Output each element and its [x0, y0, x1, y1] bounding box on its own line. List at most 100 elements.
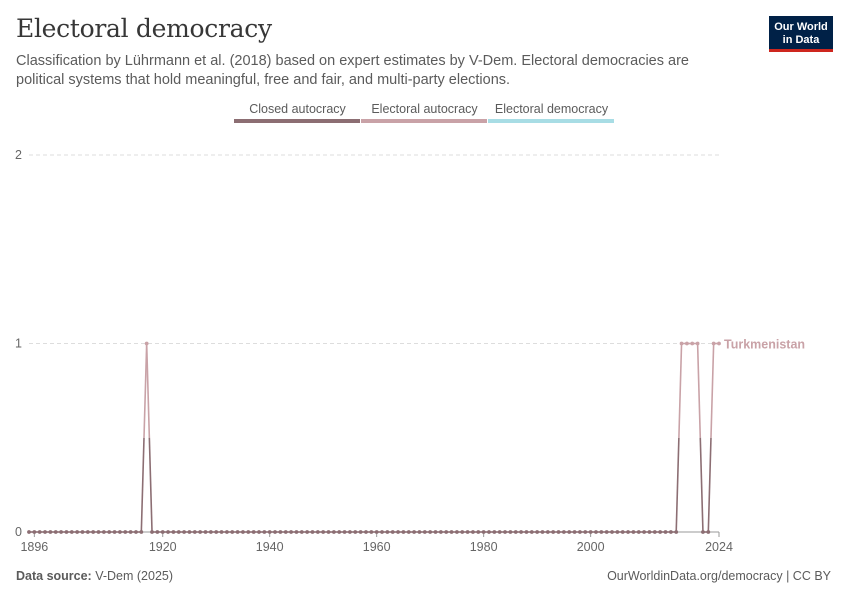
data-point — [342, 530, 347, 534]
owid-logo[interactable]: Our World in Data — [769, 16, 833, 52]
data-point — [299, 530, 304, 534]
data-point — [251, 530, 256, 534]
series-segment — [675, 437, 680, 533]
data-point — [668, 530, 673, 534]
data-point — [711, 341, 716, 346]
data-point — [374, 530, 379, 534]
series-segment — [143, 343, 148, 438]
data-point — [663, 530, 668, 534]
data-point — [257, 530, 261, 534]
data-point — [166, 530, 170, 534]
x-tick-label: 1940 — [256, 540, 284, 554]
data-point — [604, 530, 609, 534]
series-segment — [140, 437, 145, 533]
data-point — [241, 530, 245, 534]
data-point — [535, 530, 540, 534]
axis: 0 1 2 1896 1920 1940 1960 1980 2000 2024 — [15, 148, 733, 554]
data-point — [144, 341, 149, 346]
data-point — [438, 530, 443, 534]
legend-item-closed-autocracy[interactable]: Closed autocracy — [234, 101, 361, 123]
x-tick-label: 2000 — [577, 540, 605, 554]
data-point — [540, 530, 545, 534]
data-point — [497, 530, 502, 534]
y-tick-label: 2 — [15, 148, 22, 162]
data-point — [631, 530, 636, 534]
data-point — [315, 530, 320, 534]
data-point — [561, 530, 566, 534]
legend-label: Electoral democracy — [494, 102, 609, 116]
data-point — [460, 530, 465, 534]
data-point — [369, 530, 374, 534]
data-point — [380, 530, 384, 534]
footer-link[interactable]: OurWorldinData.org/democracy | CC BY — [607, 569, 831, 583]
data-point — [305, 530, 310, 534]
data-point — [685, 341, 689, 346]
data-point — [620, 530, 625, 534]
data-point — [273, 530, 277, 534]
data-point — [43, 530, 47, 534]
data-point — [107, 530, 112, 534]
data-point — [128, 530, 133, 534]
series-label[interactable]: Turkmenistan — [724, 338, 805, 352]
data-point — [476, 530, 481, 534]
data-point — [69, 530, 74, 534]
data-point — [348, 530, 352, 534]
series-segment — [699, 437, 704, 533]
legend-item-electoral-autocracy[interactable]: Electoral autocracy — [361, 101, 488, 123]
data-point — [588, 530, 593, 534]
data-point — [701, 530, 705, 534]
data-point — [160, 530, 165, 534]
data-point — [519, 530, 523, 534]
data-point — [262, 530, 267, 534]
data-point — [112, 530, 117, 534]
legend-item-electoral-democracy[interactable]: Electoral democracy — [488, 101, 615, 123]
data-point — [529, 530, 534, 534]
data-point — [246, 530, 251, 534]
data-point — [503, 530, 507, 534]
data-point — [48, 530, 53, 534]
data-point — [449, 530, 454, 534]
data-point — [433, 530, 438, 534]
data-point — [695, 341, 700, 346]
data-point — [75, 530, 80, 534]
data-point — [310, 530, 315, 534]
data-point — [123, 530, 128, 534]
data-point — [289, 530, 293, 534]
data-point — [326, 530, 331, 534]
data-point — [652, 530, 657, 534]
data-point — [198, 530, 203, 534]
data-point — [578, 530, 582, 534]
data-point — [353, 530, 358, 534]
data-point — [171, 530, 176, 534]
x-tick-label: 1896 — [20, 540, 48, 554]
data-point — [508, 530, 513, 534]
data-point — [64, 530, 69, 534]
data-point — [176, 530, 181, 534]
data-point — [91, 530, 96, 534]
data-point — [150, 530, 154, 534]
data-point — [32, 530, 37, 534]
data-point — [636, 530, 641, 534]
data-point — [690, 341, 695, 346]
data-point — [385, 530, 390, 534]
data-source-value[interactable]: V-Dem (2025) — [95, 569, 174, 583]
data-point — [556, 530, 561, 534]
data-point — [235, 530, 240, 534]
logo-line-2: in Data — [782, 33, 820, 46]
data-point — [192, 530, 197, 534]
labels: Turkmenistan — [724, 338, 805, 352]
data-point — [513, 530, 518, 534]
x-tick-label: 1980 — [470, 540, 498, 554]
data-point — [481, 530, 486, 534]
data-point — [471, 530, 475, 534]
series-segment — [678, 343, 683, 438]
data-point — [219, 530, 224, 534]
series — [27, 341, 721, 534]
chart-title: Electoral democracy — [16, 14, 272, 43]
data-point — [406, 530, 411, 534]
data-point — [717, 341, 721, 346]
data-point — [283, 530, 288, 534]
data-point — [706, 530, 711, 534]
x-tick-label: 1960 — [363, 540, 391, 554]
